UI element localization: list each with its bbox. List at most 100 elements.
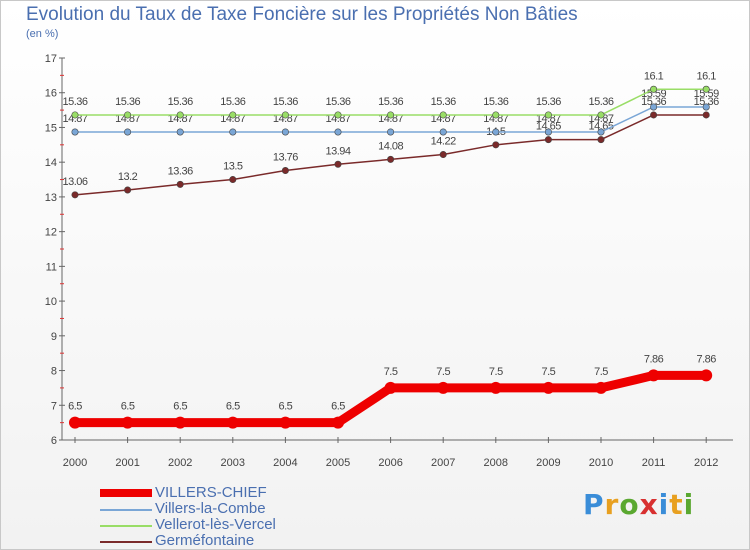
data-label: 13.06 bbox=[62, 176, 87, 188]
legend-label: Germéfontaine bbox=[155, 532, 255, 549]
legend-swatch bbox=[100, 489, 152, 497]
data-label: 13.5 bbox=[223, 161, 243, 173]
data-label: 14.87 bbox=[168, 113, 193, 125]
data-label: 14.08 bbox=[378, 140, 403, 152]
data-point bbox=[700, 369, 713, 382]
data-point bbox=[492, 128, 500, 136]
legend-swatch bbox=[100, 541, 152, 543]
data-label: 7.5 bbox=[594, 366, 608, 378]
data-label: 16.1 bbox=[696, 70, 716, 82]
data-label: 14.87 bbox=[588, 113, 613, 125]
y-tick-label: 8 bbox=[51, 366, 57, 378]
data-label: 14.65 bbox=[536, 121, 561, 133]
data-point bbox=[176, 128, 184, 136]
data-label: 7.5 bbox=[489, 366, 503, 378]
y-tick-label: 10 bbox=[45, 296, 57, 308]
data-label: 14.87 bbox=[431, 113, 456, 125]
data-point bbox=[69, 416, 81, 429]
legend-label: Villers-la-Combe bbox=[155, 500, 266, 517]
unit-label: (en %) bbox=[26, 28, 59, 40]
data-point bbox=[281, 167, 289, 175]
data-point bbox=[124, 186, 132, 194]
x-tick-label: 2010 bbox=[589, 457, 613, 469]
data-point bbox=[492, 111, 500, 119]
data-point bbox=[334, 128, 342, 136]
data-point bbox=[279, 416, 292, 429]
data-label: 14.87 bbox=[273, 113, 298, 125]
data-point bbox=[176, 111, 184, 119]
data-point bbox=[597, 128, 605, 136]
data-point bbox=[121, 416, 134, 429]
y-tick-label: 9 bbox=[51, 331, 57, 343]
y-tick-label: 16 bbox=[45, 88, 57, 100]
x-tick-label: 2012 bbox=[694, 457, 718, 469]
data-label: 15.36 bbox=[168, 96, 193, 108]
data-label: 14.87 bbox=[378, 113, 403, 125]
legend-swatch bbox=[100, 525, 152, 527]
data-point bbox=[439, 128, 447, 136]
x-tick-label: 2007 bbox=[431, 457, 455, 469]
data-point bbox=[71, 128, 79, 136]
data-label: 14.87 bbox=[483, 113, 508, 125]
data-label: 7.5 bbox=[384, 366, 398, 378]
data-point bbox=[702, 103, 710, 111]
data-point bbox=[597, 136, 605, 144]
data-label: 7.86 bbox=[696, 353, 716, 365]
x-tick-label: 2009 bbox=[536, 457, 560, 469]
data-label: 14.87 bbox=[220, 113, 245, 125]
x-tick-label: 2002 bbox=[168, 457, 192, 469]
data-label: 7.5 bbox=[436, 366, 450, 378]
data-label: 15.36 bbox=[641, 96, 666, 108]
data-point bbox=[332, 416, 344, 429]
x-tick-label: 2006 bbox=[378, 457, 402, 469]
data-label: 15.36 bbox=[536, 96, 561, 108]
data-point bbox=[542, 381, 555, 394]
data-point bbox=[702, 85, 710, 93]
y-tick-label: 13 bbox=[45, 192, 57, 204]
y-tick-label: 12 bbox=[45, 227, 57, 239]
data-point bbox=[281, 111, 289, 119]
data-label: 14.87 bbox=[62, 113, 87, 125]
x-tick-label: 2008 bbox=[484, 457, 508, 469]
data-label: 6.5 bbox=[121, 401, 135, 413]
data-label: 6.5 bbox=[68, 401, 82, 413]
legend-label: VILLERS-CHIEF bbox=[155, 484, 267, 501]
data-point bbox=[489, 381, 502, 394]
data-point bbox=[650, 111, 658, 119]
data-label: 14.22 bbox=[431, 136, 456, 148]
data-label: 15.36 bbox=[325, 96, 350, 108]
data-point bbox=[650, 85, 658, 93]
data-label: 6.5 bbox=[279, 401, 293, 413]
data-label: 14.87 bbox=[115, 113, 140, 125]
chart-title: Evolution du Taux de Taxe Foncière sur l… bbox=[26, 4, 578, 25]
data-point bbox=[544, 128, 552, 136]
data-point bbox=[176, 180, 184, 188]
data-label: 13.76 bbox=[273, 152, 298, 164]
data-label: 15.36 bbox=[220, 96, 245, 108]
data-label: 13.36 bbox=[168, 165, 193, 177]
data-point bbox=[281, 128, 289, 136]
data-label: 15.36 bbox=[273, 96, 298, 108]
x-tick-label: 2003 bbox=[221, 457, 245, 469]
data-label: 15.36 bbox=[115, 96, 140, 108]
proxiti-logo: Proxiti bbox=[583, 488, 695, 521]
y-tick-label: 7 bbox=[51, 400, 57, 412]
data-point bbox=[71, 111, 79, 119]
data-label: 13.94 bbox=[325, 145, 350, 157]
data-label: 13.2 bbox=[118, 171, 138, 183]
data-point bbox=[174, 416, 187, 429]
data-point bbox=[334, 111, 342, 119]
data-point bbox=[229, 176, 237, 184]
data-label: 6.5 bbox=[173, 401, 187, 413]
data-label: 15.59 bbox=[641, 88, 666, 100]
data-label: 14.87 bbox=[536, 113, 561, 125]
data-label: 14.65 bbox=[588, 121, 613, 133]
data-point bbox=[71, 191, 79, 199]
legend-swatch bbox=[100, 509, 152, 511]
data-point bbox=[492, 141, 500, 149]
x-tick-label: 2001 bbox=[115, 457, 139, 469]
data-label: 15.36 bbox=[378, 96, 403, 108]
data-point bbox=[229, 128, 237, 136]
y-tick-label: 14 bbox=[45, 157, 57, 169]
